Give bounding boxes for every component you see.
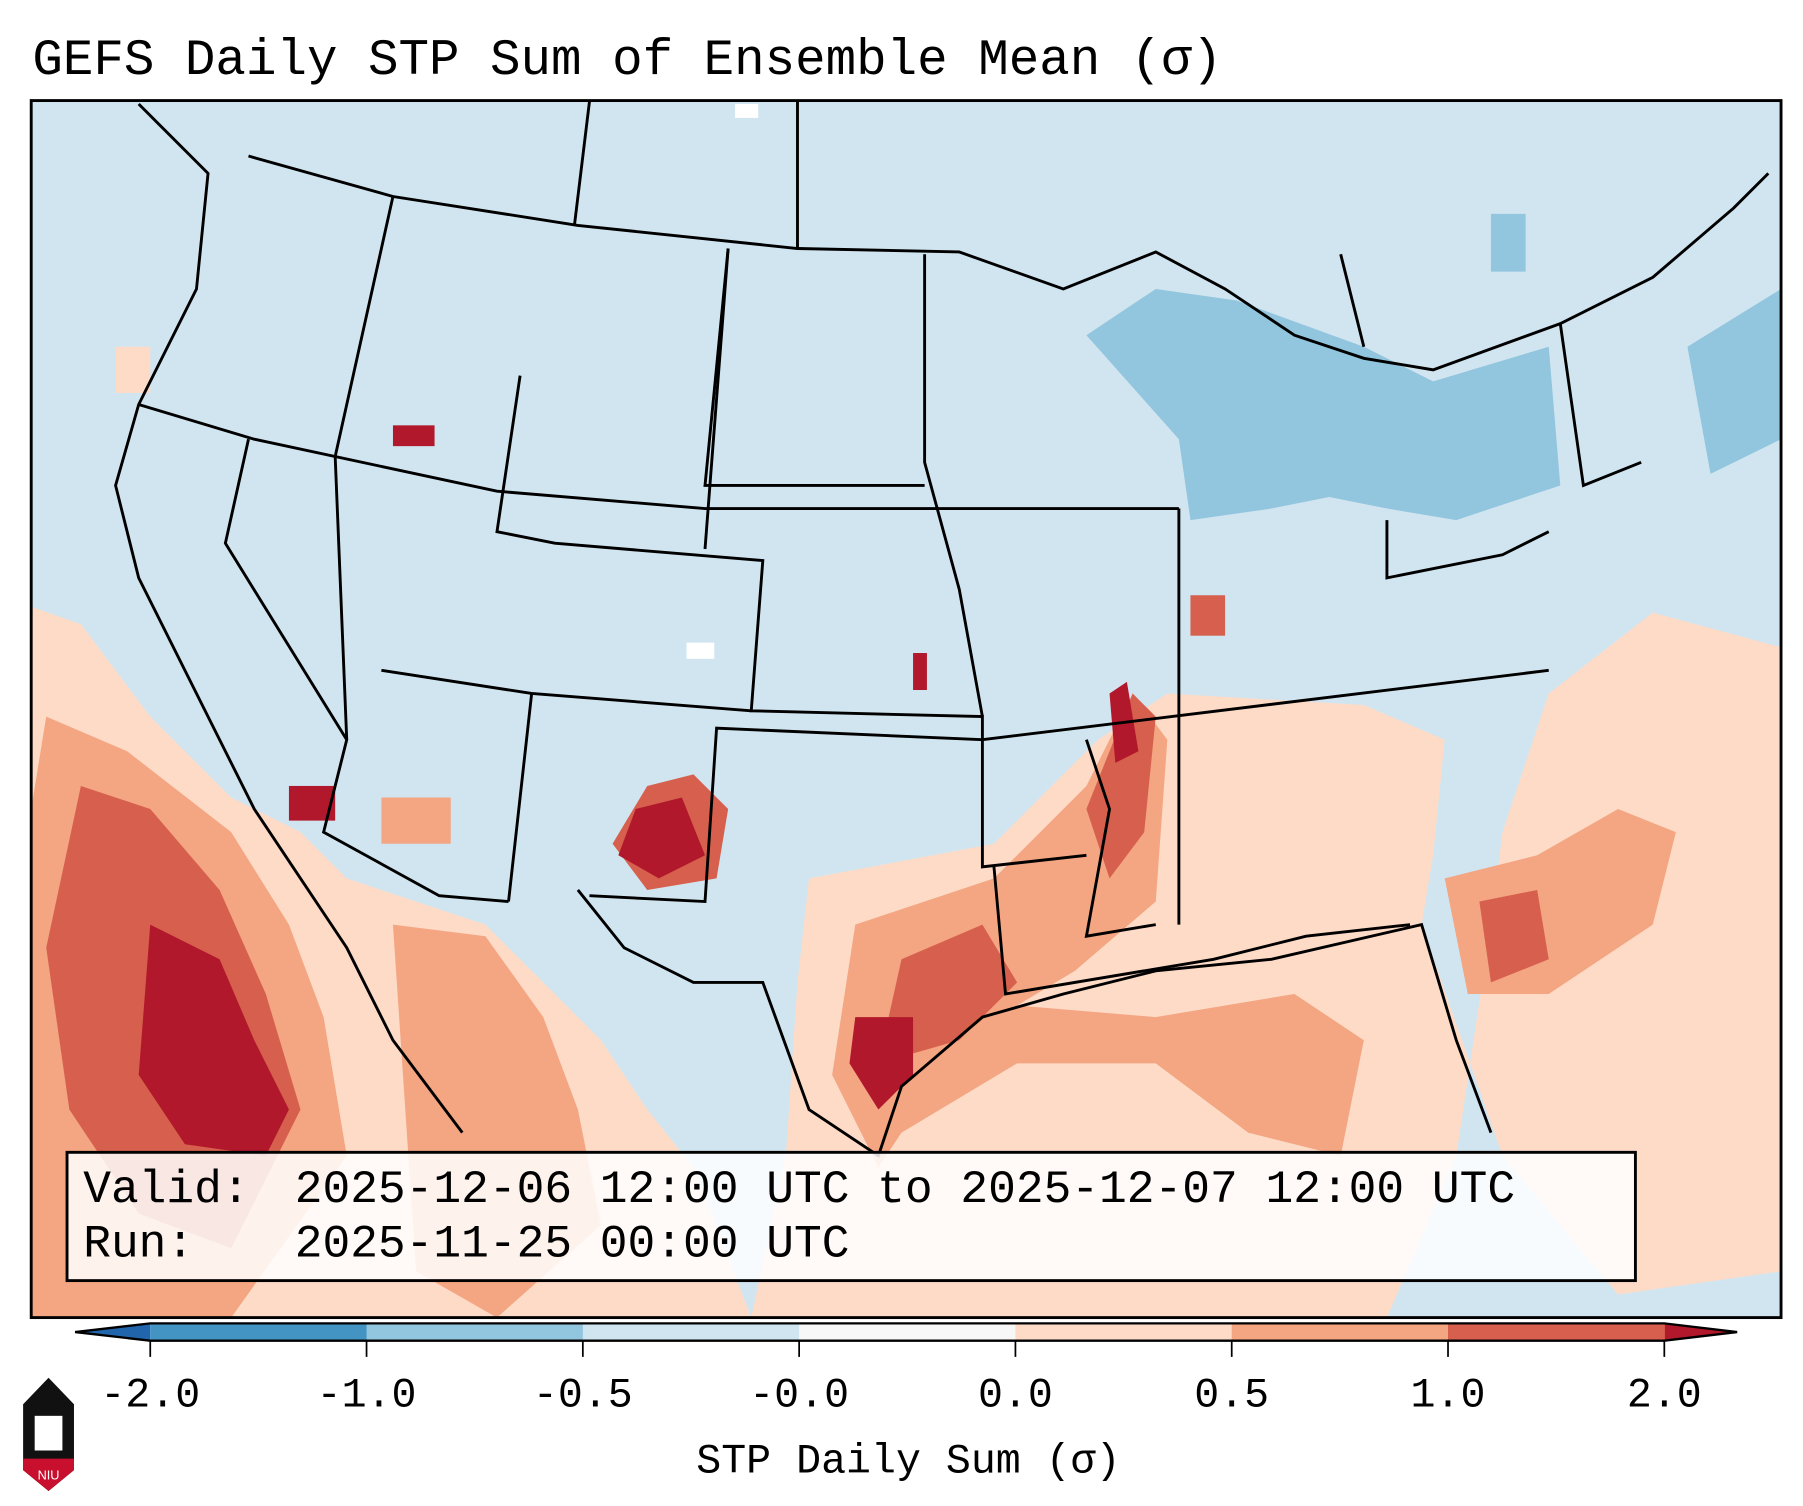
mississippi-valley-high [1086, 693, 1156, 879]
montana-cell [735, 104, 759, 118]
map-frame [29, 99, 1783, 1320]
chart-title: GEFS Daily STP Sum of Ensemble Mean (σ) [32, 33, 1222, 90]
gulf-region [751, 612, 1782, 1318]
colorbar-segment [150, 1323, 368, 1341]
texas-extreme [849, 1017, 914, 1110]
idaho-cell [392, 425, 435, 447]
svg-text:Run:2025-11-25 00:00 UTC: Run: 2025-11-25 00:00 UTC [83, 1218, 849, 1270]
colorbar-tick-label: -2.0 [100, 1373, 200, 1420]
colorbar-tick-label: 2.0 [1627, 1373, 1702, 1420]
colorbar: -2.0 -1.0 -0.5 -0.0 0.0 0.5 1.0 2.0 [74, 1322, 1738, 1420]
state-borders [114, 101, 1770, 1159]
colorbar-label: STP Daily Sum (σ) [696, 1438, 1120, 1485]
colorbar-segment [1231, 1323, 1449, 1341]
colorbar-segment [1448, 1323, 1665, 1341]
northeast-negative [1687, 288, 1782, 474]
run-label: Run: [83, 1218, 194, 1270]
colorbar-tick-label: -0.5 [533, 1373, 633, 1420]
svg-text:Valid:2025-12-06 12:00 UTC to: Valid: 2025-12-06 12:00 UTC to 2025-12-07… [83, 1164, 1515, 1216]
colorbar-segment [366, 1323, 584, 1341]
logo-text: NIU [38, 1467, 60, 1482]
valid-value: 2025-12-06 12:00 UTC to 2025-12-07 12:00… [295, 1164, 1515, 1216]
colorbar-tick-label: -1.0 [317, 1373, 417, 1420]
colorbar-extend-high [1664, 1323, 1738, 1341]
colorbar-tick-label: 0.0 [978, 1373, 1053, 1420]
map-panel: Valid: 2025-12-06 12:00 UTC to 2025-12-07… [31, 100, 1782, 1318]
colorbar-tick-label: 1.0 [1411, 1373, 1486, 1420]
colorbar-segment [799, 1323, 1017, 1341]
info-box: Valid: 2025-12-06 12:00 UTC to 2025-12-07… [65, 1150, 1637, 1283]
colorado-cell [686, 642, 715, 659]
new-mexico-extreme [618, 797, 706, 879]
valid-label: Valid: [83, 1164, 249, 1216]
run-value: 2025-11-25 00:00 UTC [295, 1218, 850, 1270]
colorbar-segment [582, 1323, 800, 1341]
great-lakes-negative [1086, 288, 1561, 521]
colorbar-tick-label: -0.0 [749, 1373, 849, 1420]
colorbar-extend-low [75, 1323, 151, 1341]
kansas-cell [913, 653, 927, 691]
texas-high [878, 924, 1018, 1064]
mexico-west-extreme [138, 924, 289, 1156]
niu-logo: NIU [23, 1377, 74, 1491]
colorbar-segment [1015, 1323, 1233, 1341]
atlantic-very-high [1479, 889, 1549, 983]
oregon-cell [115, 346, 151, 393]
arizona-cell-2 [381, 797, 451, 844]
colorbar-tick-label: 0.5 [1194, 1373, 1269, 1420]
gulf-mid-region [832, 693, 1364, 1168]
quebec-negative-cell [1490, 213, 1526, 272]
indiana-cell [1190, 595, 1226, 636]
